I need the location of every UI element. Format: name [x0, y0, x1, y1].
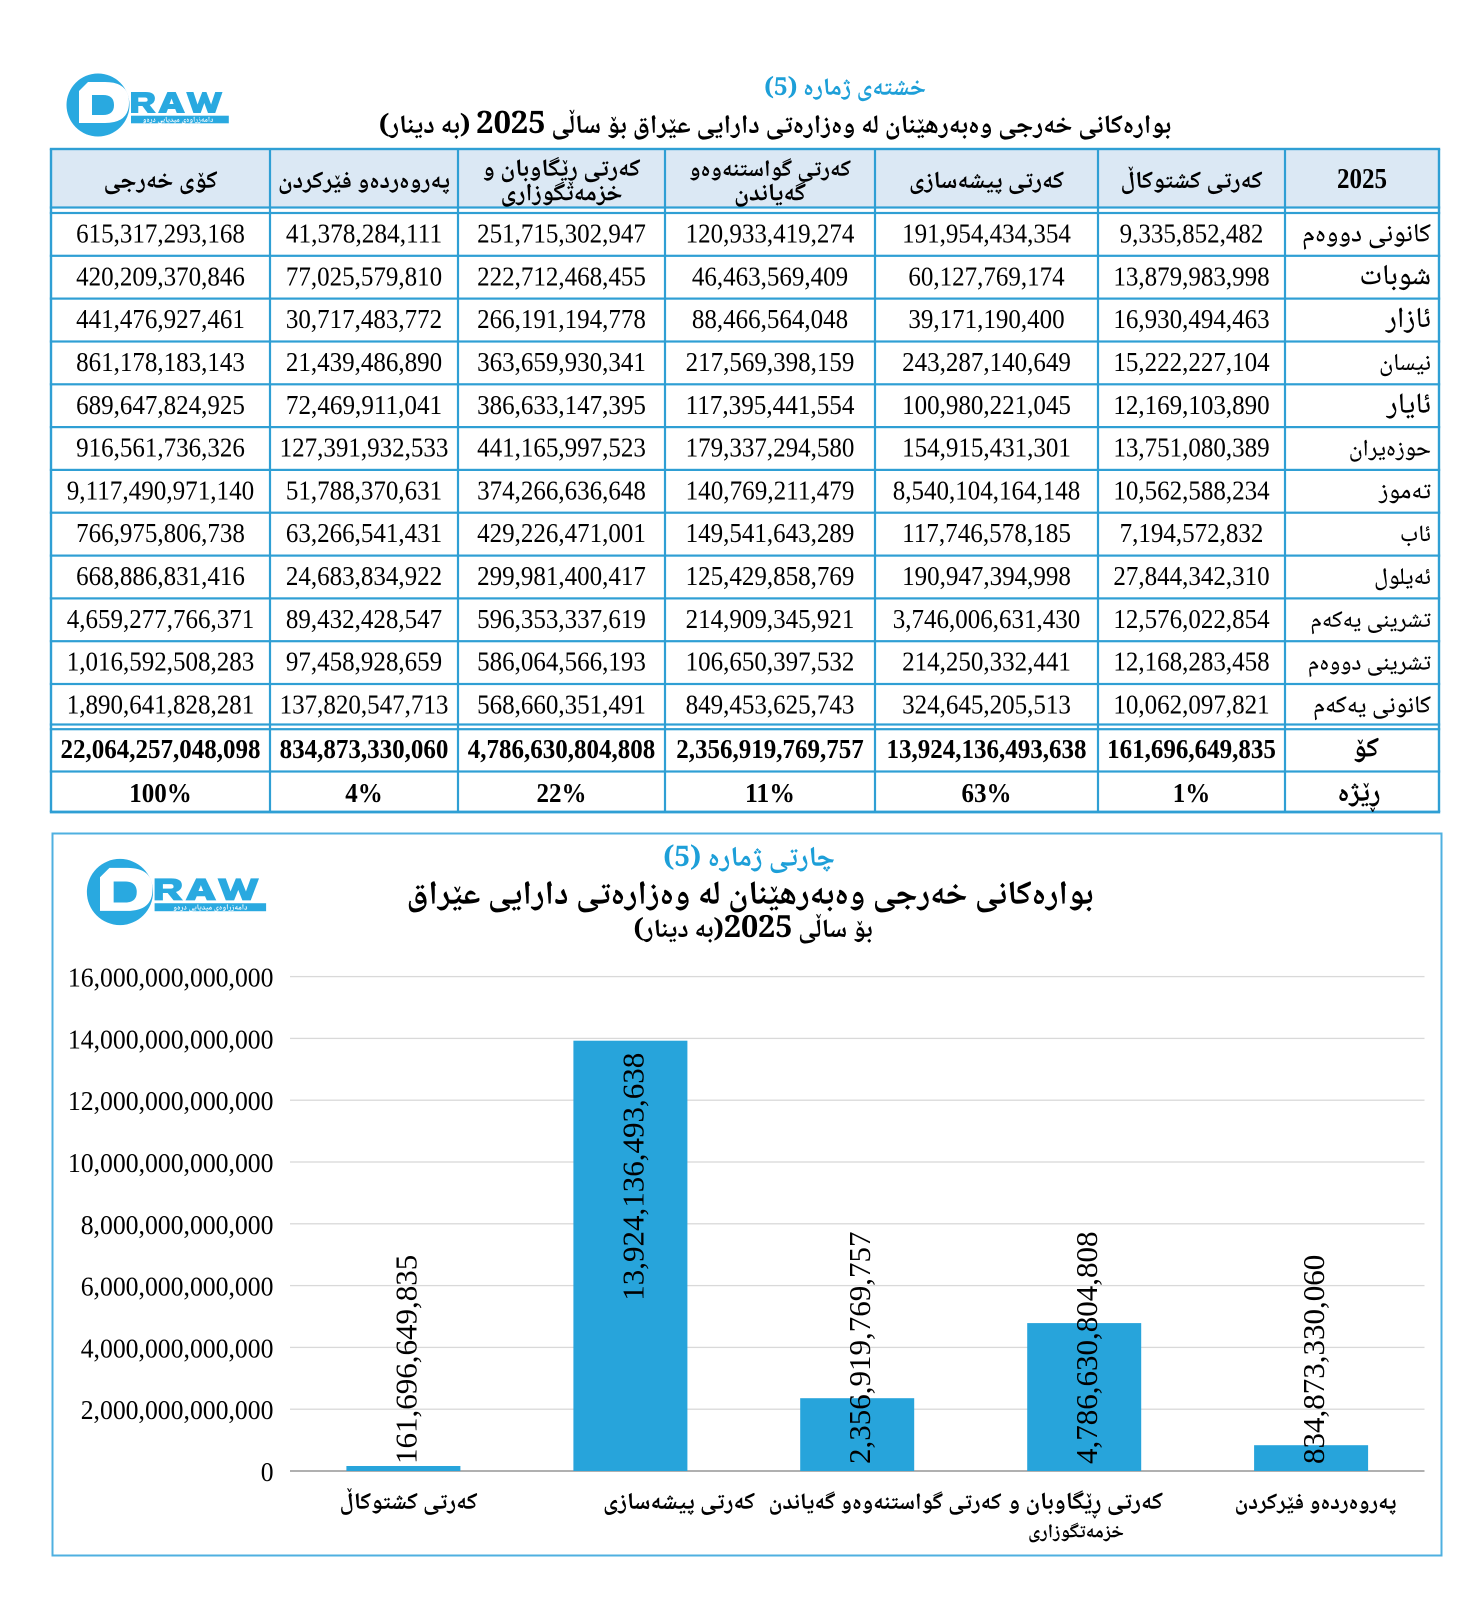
svg-text:324,645,205,513: 324,645,205,513: [902, 690, 1071, 720]
svg-text:12,169,103,890: 12,169,103,890: [1113, 390, 1269, 420]
svg-text:834,873,330,060: 834,873,330,060: [1296, 1255, 1331, 1464]
svg-text:63%: 63%: [962, 778, 1012, 808]
svg-text:16,000,000,000,000: 16,000,000,000,000: [68, 963, 274, 993]
svg-text:72,469,911,041: 72,469,911,041: [286, 390, 442, 420]
svg-text:615,317,293,168: 615,317,293,168: [76, 219, 245, 249]
svg-text:13,879,983,998: 13,879,983,998: [1113, 261, 1269, 291]
svg-text:63,266,541,431: 63,266,541,431: [286, 518, 442, 548]
svg-text:30,717,483,772: 30,717,483,772: [286, 304, 442, 334]
svg-text:13,751,080,389: 13,751,080,389: [1113, 433, 1269, 463]
svg-text:4,786,630,804,808: 4,786,630,804,808: [1069, 1232, 1104, 1465]
svg-text:420,209,370,846: 420,209,370,846: [76, 261, 245, 291]
svg-text:125,429,858,769: 125,429,858,769: [686, 561, 855, 591]
svg-text:60,127,769,174: 60,127,769,174: [908, 261, 1065, 291]
svg-text:100,980,221,045: 100,980,221,045: [902, 390, 1071, 420]
svg-text:7,194,572,832: 7,194,572,832: [1120, 518, 1264, 548]
svg-text:429,226,471,001: 429,226,471,001: [477, 518, 646, 548]
svg-text:9,335,852,482: 9,335,852,482: [1120, 219, 1264, 249]
svg-text:140,769,211,479: 140,769,211,479: [686, 475, 855, 505]
svg-text:2,356,919,769,757: 2,356,919,769,757: [842, 1232, 877, 1465]
svg-text:916,561,736,326: 916,561,736,326: [76, 433, 245, 463]
svg-text:161,696,649,835: 161,696,649,835: [388, 1255, 423, 1464]
svg-text:374,266,636,648: 374,266,636,648: [477, 475, 646, 505]
svg-text:586,064,566,193: 586,064,566,193: [477, 647, 646, 677]
svg-text:117,395,441,554: 117,395,441,554: [686, 390, 855, 420]
svg-text:117,746,578,185: 117,746,578,185: [902, 518, 1071, 548]
svg-text:1,016,592,508,283: 1,016,592,508,283: [67, 647, 255, 677]
svg-text:251,715,302,947: 251,715,302,947: [477, 219, 646, 249]
svg-text:137,820,547,713: 137,820,547,713: [280, 690, 449, 720]
svg-text:46,463,569,409: 46,463,569,409: [692, 261, 848, 291]
svg-text:8,000,000,000,000: 8,000,000,000,000: [81, 1210, 274, 1240]
svg-text:0: 0: [261, 1457, 274, 1487]
svg-text:27,844,342,310: 27,844,342,310: [1113, 561, 1269, 591]
svg-text:2,000,000,000,000: 2,000,000,000,000: [81, 1395, 274, 1425]
svg-text:16,930,494,463: 16,930,494,463: [1113, 304, 1269, 334]
svg-text:12,000,000,000,000: 12,000,000,000,000: [68, 1086, 274, 1116]
svg-text:3,746,006,631,430: 3,746,006,631,430: [893, 604, 1081, 634]
svg-text:12,576,022,854: 12,576,022,854: [1113, 604, 1270, 634]
svg-text:441,476,927,461: 441,476,927,461: [76, 304, 245, 334]
svg-text:596,353,337,619: 596,353,337,619: [477, 604, 646, 634]
svg-text:10,000,000,000,000: 10,000,000,000,000: [68, 1148, 274, 1178]
svg-text:51,788,370,631: 51,788,370,631: [286, 475, 442, 505]
svg-text:88,466,564,048: 88,466,564,048: [692, 304, 848, 334]
svg-text:214,250,332,441: 214,250,332,441: [902, 647, 1071, 677]
svg-text:4,786,630,804,808: 4,786,630,804,808: [468, 734, 656, 764]
svg-text:363,659,930,341: 363,659,930,341: [477, 347, 646, 377]
svg-text:834,873,330,060: 834,873,330,060: [280, 734, 449, 764]
svg-text:386,633,147,395: 386,633,147,395: [477, 390, 646, 420]
svg-text:2025: 2025: [1337, 164, 1387, 195]
svg-text:22,064,257,048,098: 22,064,257,048,098: [61, 734, 261, 764]
svg-text:861,178,183,143: 861,178,183,143: [76, 347, 245, 377]
svg-text:10,562,588,234: 10,562,588,234: [1113, 475, 1270, 505]
svg-text:120,933,419,274: 120,933,419,274: [686, 219, 855, 249]
svg-text:149,541,643,289: 149,541,643,289: [686, 518, 855, 548]
svg-text:11%: 11%: [745, 778, 795, 808]
svg-text:766,975,806,738: 766,975,806,738: [76, 518, 245, 548]
svg-text:4,000,000,000,000: 4,000,000,000,000: [81, 1333, 274, 1363]
svg-text:179,337,294,580: 179,337,294,580: [686, 433, 855, 463]
svg-text:266,191,194,778: 266,191,194,778: [477, 304, 646, 334]
svg-text:39,171,190,400: 39,171,190,400: [908, 304, 1064, 334]
svg-text:214,909,345,921: 214,909,345,921: [686, 604, 855, 634]
svg-text:8,540,104,164,148: 8,540,104,164,148: [893, 475, 1081, 505]
svg-text:668,886,831,416: 668,886,831,416: [76, 561, 245, 591]
svg-text:100%: 100%: [129, 778, 192, 808]
svg-text:190,947,394,998: 190,947,394,998: [902, 561, 1071, 591]
svg-text:77,025,579,810: 77,025,579,810: [286, 261, 442, 291]
svg-text:89,432,428,547: 89,432,428,547: [286, 604, 442, 634]
svg-text:13,924,136,493,638: 13,924,136,493,638: [887, 734, 1087, 764]
svg-text:106,650,397,532: 106,650,397,532: [686, 647, 855, 677]
svg-text:154,915,431,301: 154,915,431,301: [902, 433, 1071, 463]
svg-text:4%: 4%: [345, 778, 383, 808]
svg-text:1%: 1%: [1173, 778, 1211, 808]
svg-text:1,890,641,828,281: 1,890,641,828,281: [67, 690, 255, 720]
svg-text:12,168,283,458: 12,168,283,458: [1113, 647, 1269, 677]
svg-text:2,356,919,769,757: 2,356,919,769,757: [676, 734, 864, 764]
svg-text:13,924,136,493,638: 13,924,136,493,638: [615, 1053, 650, 1301]
svg-text:127,391,932,533: 127,391,932,533: [280, 433, 449, 463]
svg-text:161,696,649,835: 161,696,649,835: [1107, 734, 1276, 764]
svg-text:849,453,625,743: 849,453,625,743: [686, 690, 855, 720]
svg-text:22%: 22%: [537, 778, 587, 808]
svg-text:14,000,000,000,000: 14,000,000,000,000: [68, 1024, 274, 1054]
svg-text:299,981,400,417: 299,981,400,417: [477, 561, 646, 591]
svg-text:243,287,140,649: 243,287,140,649: [902, 347, 1071, 377]
svg-text:21,439,486,890: 21,439,486,890: [286, 347, 442, 377]
svg-text:191,954,434,354: 191,954,434,354: [902, 219, 1071, 249]
svg-text:15,222,227,104: 15,222,227,104: [1113, 347, 1270, 377]
svg-text:568,660,351,491: 568,660,351,491: [477, 690, 646, 720]
svg-text:6,000,000,000,000: 6,000,000,000,000: [81, 1272, 274, 1302]
svg-text:41,378,284,111: 41,378,284,111: [286, 219, 442, 249]
svg-text:24,683,834,922: 24,683,834,922: [286, 561, 442, 591]
svg-text:9,117,490,971,140: 9,117,490,971,140: [67, 475, 255, 505]
svg-text:222,712,468,455: 222,712,468,455: [477, 261, 646, 291]
svg-text:4,659,277,766,371: 4,659,277,766,371: [67, 604, 255, 634]
svg-text:441,165,997,523: 441,165,997,523: [477, 433, 646, 463]
svg-text:10,062,097,821: 10,062,097,821: [1113, 690, 1269, 720]
svg-text:97,458,928,659: 97,458,928,659: [286, 647, 442, 677]
svg-text:689,647,824,925: 689,647,824,925: [76, 390, 245, 420]
svg-text:217,569,398,159: 217,569,398,159: [686, 347, 855, 377]
